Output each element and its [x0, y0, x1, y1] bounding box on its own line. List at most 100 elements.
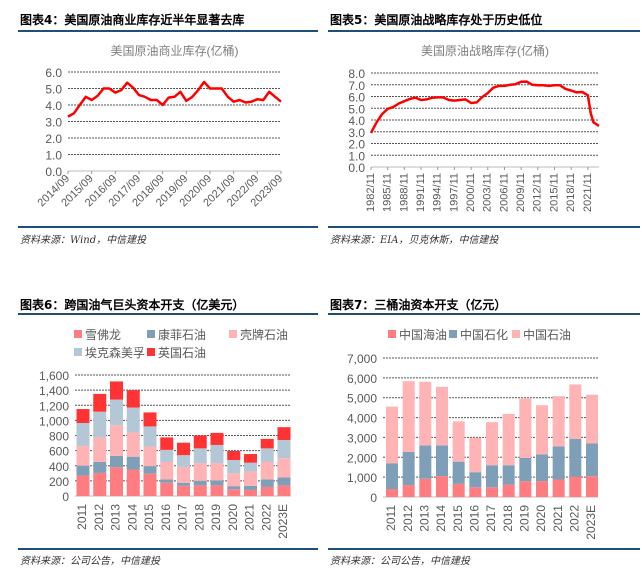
legend-label: 中国石化 — [460, 327, 508, 342]
bar-segment — [536, 405, 548, 455]
x-tick-label: 2011 — [384, 505, 398, 531]
x-tick-label: 2015 — [142, 504, 156, 531]
y-tick-label: 800 — [49, 430, 69, 444]
bar-segment — [126, 390, 140, 408]
legend-label: 康菲石油 — [158, 327, 206, 342]
bar-segment — [452, 421, 465, 462]
x-tick-label: 2020 — [226, 504, 240, 531]
bar-segment — [519, 398, 532, 458]
bar-segment — [452, 483, 465, 497]
x-tick-label: 2022 — [568, 505, 582, 532]
bar-segment — [260, 486, 274, 496]
bar-segment — [469, 437, 482, 473]
bar-segment — [402, 485, 415, 497]
y-tick-label: 3,000 — [347, 431, 377, 445]
legend-swatch — [147, 348, 155, 356]
bar-segment — [486, 487, 498, 497]
chart-title: 美国原油战略库存(亿桶) — [421, 43, 549, 58]
bar-segment — [519, 457, 532, 482]
bar-segment — [110, 425, 123, 456]
x-tick-label: 1991/11 — [415, 173, 427, 212]
bar-segment — [193, 463, 207, 481]
bar-segment — [277, 477, 291, 486]
y-tick-label: 6.0 — [348, 91, 365, 105]
bar-segment — [244, 489, 257, 496]
figure-title-text: 跨国油气巨头资本开支（亿美元） — [64, 298, 245, 312]
bar-segment — [227, 473, 241, 487]
divider — [328, 30, 640, 32]
figure-label: 图表6： — [20, 298, 65, 312]
y-tick-label: 1,600 — [39, 369, 69, 383]
figure-title: 图表5：美国原油战略库存处于历史低位 — [330, 11, 542, 28]
figure-title-text: 美国原油商业库存近半年显著去库 — [64, 13, 245, 27]
bar-segment — [143, 412, 157, 427]
x-tick-label: 2018 — [501, 505, 515, 532]
bar-segment — [552, 479, 565, 497]
bar-segment — [419, 478, 432, 497]
y-tick-label: 2.0 — [348, 138, 365, 152]
bar-segment — [277, 427, 291, 441]
y-tick-label: 0.0 — [348, 161, 365, 175]
y-tick-label: 6,000 — [347, 372, 377, 386]
x-tick-label: 1985/11 — [382, 173, 394, 212]
bar-segment — [76, 465, 90, 476]
x-tick-label: 2021/11 — [582, 173, 594, 212]
divider — [18, 30, 318, 32]
bar-segment — [244, 462, 257, 472]
bar-segment — [452, 461, 465, 484]
bar-segment — [76, 409, 90, 424]
figure-title: 图表6：跨国油气巨头资本开支（亿美元） — [20, 296, 244, 313]
y-tick-label: 400 — [49, 460, 69, 474]
x-tick-label: 2016 — [159, 504, 173, 531]
x-tick-label: 2022 — [259, 504, 273, 531]
bar-segment — [260, 479, 274, 487]
x-tick-label: 2011 — [75, 504, 89, 530]
bar-segment — [210, 485, 224, 496]
bar-segment — [193, 435, 207, 449]
x-tick-label: 2018/11 — [565, 173, 577, 212]
bar-segment — [402, 381, 415, 452]
divider — [18, 226, 318, 228]
bar-segment — [227, 460, 241, 474]
y-tick-label: 1.0 — [348, 149, 365, 163]
bar-segment — [519, 481, 532, 497]
source-note: 资料来源：Wind，中信建投 — [20, 235, 147, 246]
x-tick-label: 2014 — [125, 504, 139, 531]
legend-label: 雪佛龙 — [85, 328, 121, 342]
bar-segment — [502, 484, 515, 497]
y-tick-label: 2,000 — [347, 451, 377, 465]
y-tick-label: 5,000 — [347, 392, 377, 406]
bar-segment — [436, 476, 448, 497]
series-line — [67, 80, 282, 118]
x-tick-label: 2013 — [109, 504, 123, 531]
y-tick-label: 6.0 — [45, 66, 62, 80]
bar-segment — [244, 454, 257, 463]
bar-segment — [193, 480, 207, 486]
y-tick-label: 4,000 — [347, 412, 377, 426]
legend-swatch — [229, 330, 237, 338]
bar-segment — [586, 443, 598, 477]
bar-segment — [386, 463, 398, 490]
y-tick-label: 7,000 — [347, 352, 377, 366]
x-tick-label: 2023E — [276, 504, 290, 539]
y-tick-label: 5.0 — [348, 102, 365, 116]
divider — [328, 313, 640, 315]
bar-segment — [177, 482, 190, 486]
bar-segment — [277, 485, 291, 496]
x-tick-label: 2021 — [551, 505, 565, 532]
legend-swatch — [147, 330, 155, 338]
y-tick-label: 1,000 — [347, 471, 377, 485]
legend-swatch — [74, 348, 82, 356]
y-tick-label: 8.0 — [348, 67, 365, 81]
legend-label: 埃克森美孚 — [85, 345, 145, 360]
bar-segment — [93, 393, 107, 412]
bar-segment — [93, 437, 107, 462]
x-tick-label: 1994/11 — [432, 173, 444, 212]
bar-segment — [469, 487, 482, 497]
figure-label: 图表4： — [20, 13, 65, 27]
chart-title: 美国原油商业库存(亿桶) — [111, 43, 239, 58]
legend-swatch — [388, 330, 396, 338]
bar-segment — [569, 439, 582, 477]
x-tick-label: 2017 — [484, 505, 498, 532]
bar-segment — [227, 489, 241, 496]
